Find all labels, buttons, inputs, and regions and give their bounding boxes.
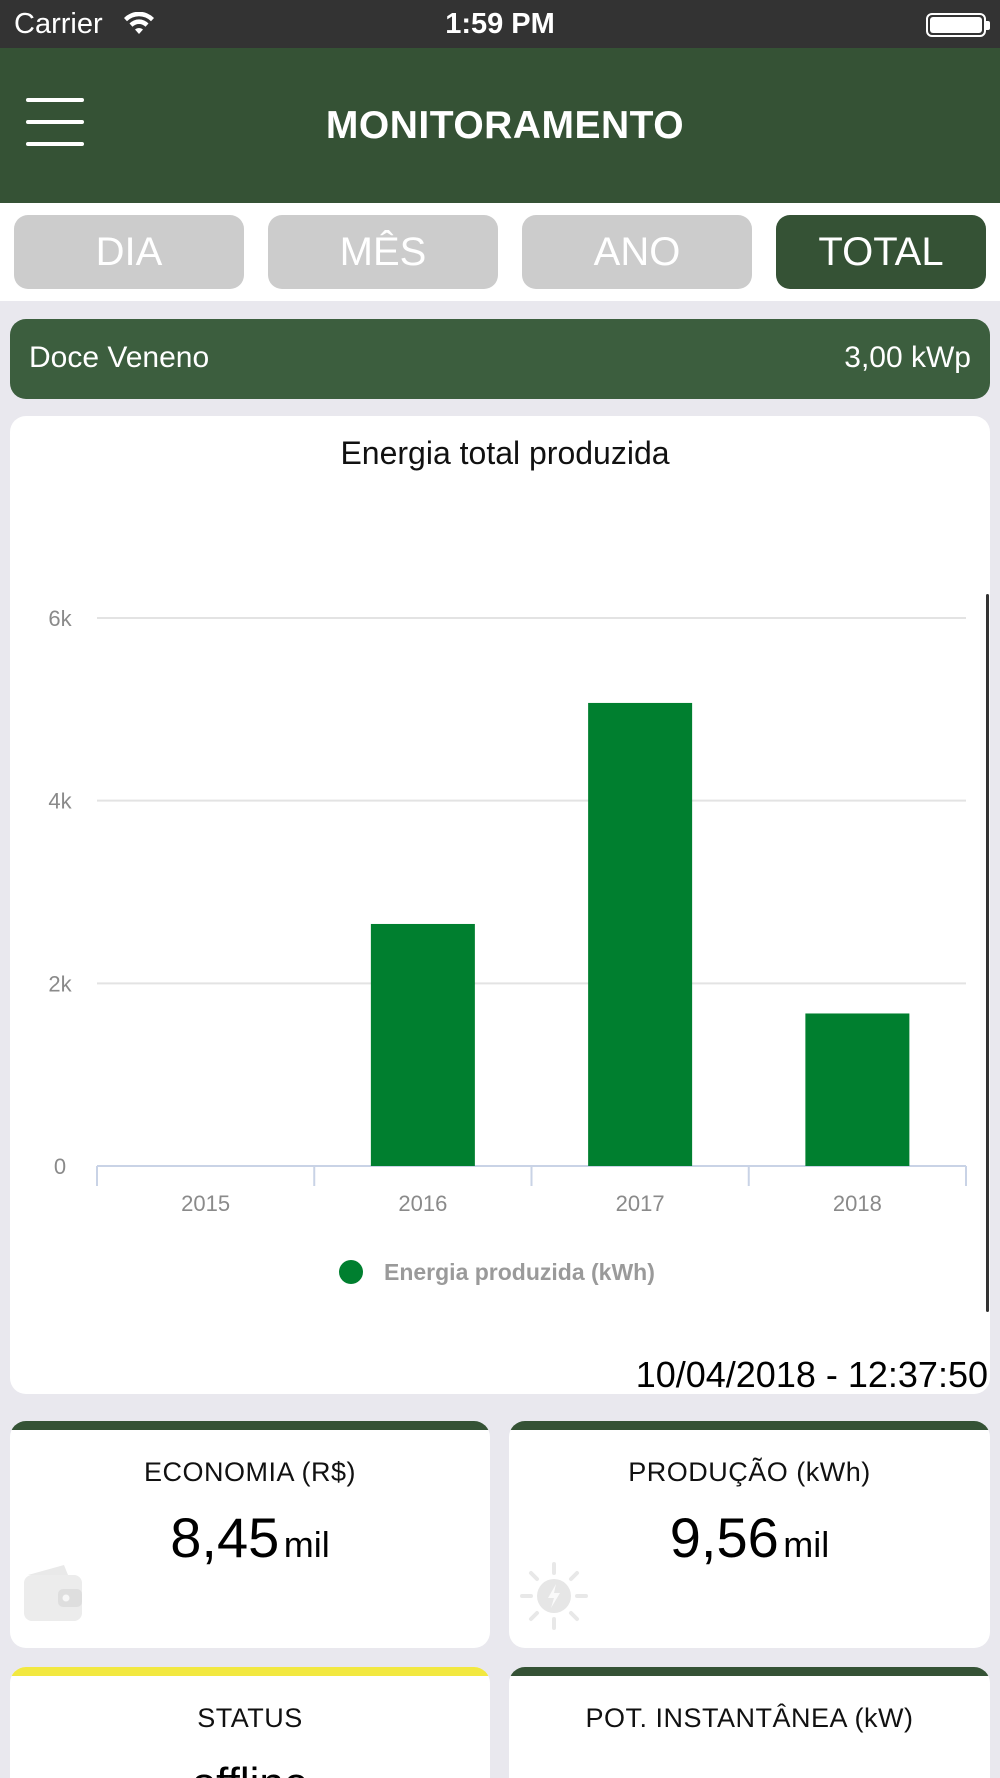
plant-power: 3,00 kWp bbox=[844, 341, 971, 374]
chart-card: Energia total produzida 0 2k 4k 6k 2015 2016 20… bbox=[10, 416, 990, 1395]
legend-marker bbox=[339, 1260, 363, 1284]
x-tick-label: 2016 bbox=[398, 1191, 447, 1216]
tab-ano[interactable]: ANO bbox=[522, 215, 752, 289]
y-tick-label: 0 bbox=[54, 1154, 66, 1179]
tab-mes[interactable]: MÊS bbox=[268, 215, 498, 289]
bar-2018 bbox=[805, 1013, 910, 1166]
menu-icon[interactable] bbox=[26, 98, 84, 146]
tab-total[interactable]: TOTAL bbox=[776, 215, 986, 289]
economia-card: ECONOMIA (R$) 8,45 mil bbox=[10, 1421, 490, 1648]
tab-dia[interactable]: DIA bbox=[14, 215, 244, 289]
x-tick-label: 2015 bbox=[181, 1191, 230, 1216]
app-header: MONITORAMENTO bbox=[0, 48, 1000, 203]
wallet-icon bbox=[24, 1565, 82, 1621]
wifi-icon bbox=[124, 12, 154, 34]
x-tick-label: 2017 bbox=[616, 1191, 665, 1216]
potencia-card: POT. INSTANTÂNEA (kW) bbox=[509, 1667, 990, 1778]
potencia-label: POT. INSTANTÂNEA (kW) bbox=[585, 1703, 914, 1733]
carrier-label: Carrier bbox=[14, 8, 103, 40]
producao-value: 9,56 mil bbox=[669, 1506, 830, 1569]
plant-selector[interactable]: Doce Veneno 3,00 kWp bbox=[10, 319, 990, 399]
chart-title: Energia total produzida bbox=[340, 435, 669, 471]
economia-label: ECONOMIA (R$) bbox=[143, 1457, 357, 1487]
solar-sun-icon bbox=[520, 1562, 588, 1630]
status-card: STATUS offline bbox=[10, 1667, 490, 1778]
y-tick-label: 6k bbox=[48, 606, 72, 631]
period-tabs: DIA MÊS ANO TOTAL bbox=[0, 203, 1000, 301]
legend-label: Energia produzida (kWh) bbox=[384, 1259, 655, 1285]
y-tick-label: 2k bbox=[48, 971, 72, 996]
producao-card: PRODUÇÃO (kWh) 9,56 mil bbox=[509, 1421, 990, 1648]
energy-chart: Energia total produzida 0 2k 4k 6k 2015 2016 20… bbox=[48, 435, 967, 1285]
battery-icon bbox=[926, 13, 990, 37]
producao-label: PRODUÇÃO (kWh) bbox=[628, 1457, 871, 1487]
status-bar: Carrier 1:59 PM bbox=[0, 0, 1000, 48]
status-value: offline bbox=[10, 1759, 490, 1778]
bar-2017 bbox=[588, 702, 693, 1166]
bar-2016 bbox=[370, 923, 475, 1166]
x-tick-label: 2018 bbox=[833, 1191, 882, 1216]
status-label: STATUS bbox=[197, 1703, 303, 1733]
plant-name: Doce Veneno bbox=[29, 341, 210, 374]
y-tick-label: 4k bbox=[48, 789, 72, 814]
scrollbar[interactable] bbox=[986, 594, 989, 1312]
last-update-timestamp: 10/04/2018 - 12:37:50 bbox=[635, 1354, 988, 1395]
page-title: MONITORAMENTO bbox=[325, 104, 685, 147]
clock: 1:59 PM bbox=[445, 8, 555, 40]
economia-value: 8,45 mil bbox=[170, 1506, 330, 1569]
